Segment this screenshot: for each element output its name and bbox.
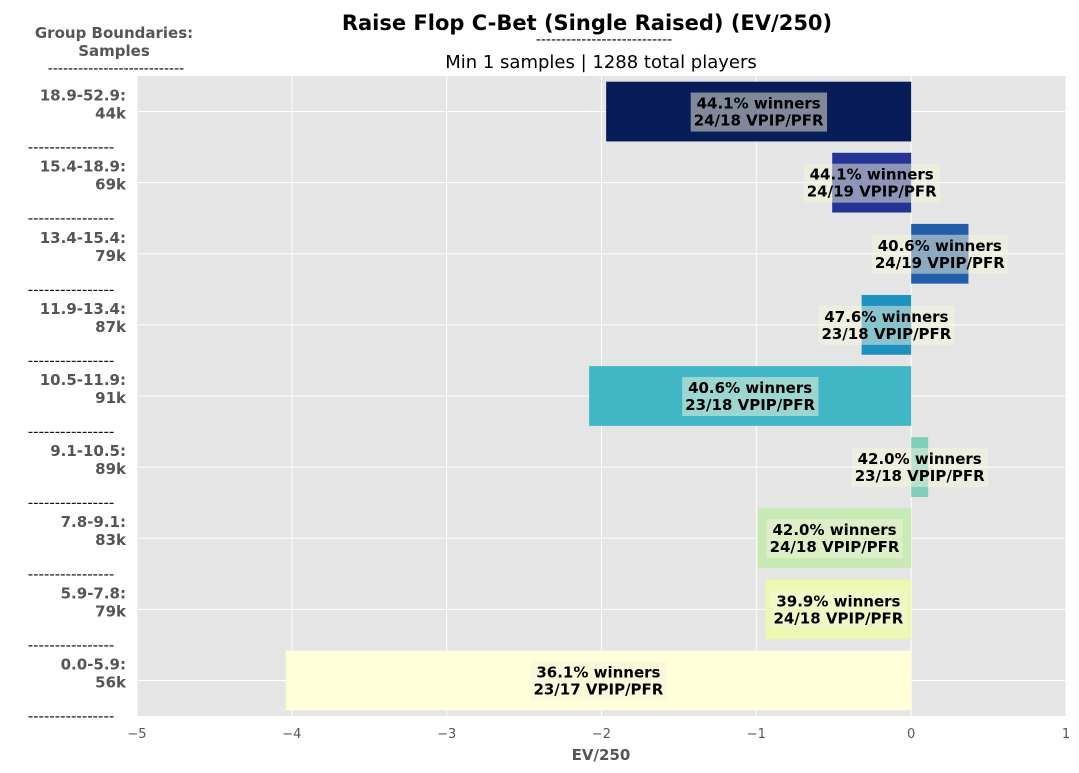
- y-tick-range: 11.9-13.4:: [40, 300, 126, 318]
- y-tick-samples: 79k: [95, 602, 127, 620]
- data-label-vpip: 23/18 VPIP/PFR: [855, 467, 985, 485]
- data-label-winners: 40.6% winners: [878, 237, 1002, 255]
- data-label-vpip: 24/18 VPIP/PFR: [773, 609, 903, 627]
- data-label-winners: 36.1% winners: [536, 663, 660, 681]
- x-tick-label: −5: [127, 727, 146, 742]
- data-label-background: [871, 234, 1009, 274]
- group-separator: ----------------: [28, 351, 115, 369]
- y-tick-range: 9.1-10.5:: [50, 442, 126, 460]
- y-tick-range: 18.9-52.9:: [40, 87, 126, 105]
- y-tick-range: 10.5-11.9:: [40, 371, 126, 389]
- y-tick-samples: 69k: [95, 176, 127, 194]
- x-tick-label: −4: [282, 727, 301, 742]
- group-separator: ----------------: [28, 494, 115, 512]
- y-tick-range: 15.4-18.9:: [40, 158, 126, 176]
- x-axis-label: EV/250: [572, 746, 631, 764]
- data-label-background: [770, 590, 907, 630]
- y-tick-range: 0.0-5.9:: [61, 655, 126, 673]
- data-label-vpip: 23/18 VPIP/PFR: [821, 325, 951, 343]
- y-tick-samples: 87k: [95, 318, 127, 336]
- y-axis: 18.9-52.9:44k ---------------- 15.4-18.9:6…: [28, 87, 127, 725]
- data-label-winners: 44.1% winners: [810, 166, 934, 184]
- title-rule: ---------------------------: [536, 32, 672, 48]
- x-tick-label: 0: [907, 727, 915, 742]
- y-tick-samples: 83k: [95, 531, 127, 549]
- data-label-winners: 39.9% winners: [776, 592, 900, 610]
- data-label-background: [803, 163, 941, 203]
- group-separator: ----------------: [28, 209, 115, 227]
- data-label-background: [530, 661, 667, 701]
- data-label-background: [682, 377, 819, 416]
- corner-rule: ---------------------------: [48, 61, 184, 77]
- data-label-background: [818, 305, 955, 345]
- y-tick-samples: 91k: [95, 389, 127, 407]
- y-tick-samples: 79k: [95, 247, 127, 265]
- y-tick-samples: 44k: [95, 105, 127, 123]
- data-label-background: [690, 92, 828, 132]
- y-tick-range: 5.9-7.8:: [61, 584, 126, 602]
- group-separator: ----------------: [28, 423, 115, 441]
- data-label-winners: 40.6% winners: [688, 379, 812, 397]
- corner-header-line1: Group Boundaries:: [35, 24, 193, 42]
- data-label-background: [766, 519, 903, 559]
- x-tick-label: −3: [437, 727, 456, 742]
- group-separator: ----------------: [28, 138, 115, 156]
- x-tick-label: −1: [747, 727, 766, 742]
- data-label-winners: 42.0% winners: [858, 450, 982, 468]
- group-separator: ----------------: [28, 707, 115, 725]
- data-label-vpip: 24/19 VPIP/PFR: [807, 183, 937, 201]
- chart-subtitle: Min 1 samples | 1288 total players: [445, 52, 757, 73]
- data-label-vpip: 24/18 VPIP/PFR: [694, 112, 824, 130]
- chart-title: Raise Flop C-Bet (Single Raised) (EV/250…: [342, 11, 832, 35]
- data-label-background: [851, 448, 989, 488]
- group-separator: ----------------: [28, 565, 115, 583]
- data-label-vpip: 24/19 VPIP/PFR: [875, 254, 1005, 272]
- x-tick-label: −2: [592, 727, 611, 742]
- data-label-winners: 42.0% winners: [772, 521, 896, 539]
- x-axis: −5 −4 −3 −2 −1 0 1: [127, 727, 1070, 742]
- y-tick-samples: 56k: [95, 673, 127, 691]
- group-separator: ----------------: [28, 636, 115, 654]
- corner-header-line2: Samples: [78, 42, 150, 60]
- y-tick-range: 7.8-9.1:: [61, 513, 126, 531]
- data-label-vpip: 23/17 VPIP/PFR: [533, 680, 663, 698]
- group-separator: ----------------: [28, 280, 115, 298]
- data-label-winners: 47.6% winners: [824, 308, 948, 326]
- x-tick-label: 1: [1062, 727, 1070, 742]
- bars: [285, 81, 969, 711]
- y-tick-range: 13.4-15.4:: [40, 229, 126, 247]
- data-label-vpip: 23/18 VPIP/PFR: [685, 396, 815, 414]
- data-label-winners: 44.1% winners: [697, 95, 821, 113]
- data-label-vpip: 24/18 VPIP/PFR: [770, 538, 900, 556]
- y-tick-samples: 89k: [95, 460, 127, 478]
